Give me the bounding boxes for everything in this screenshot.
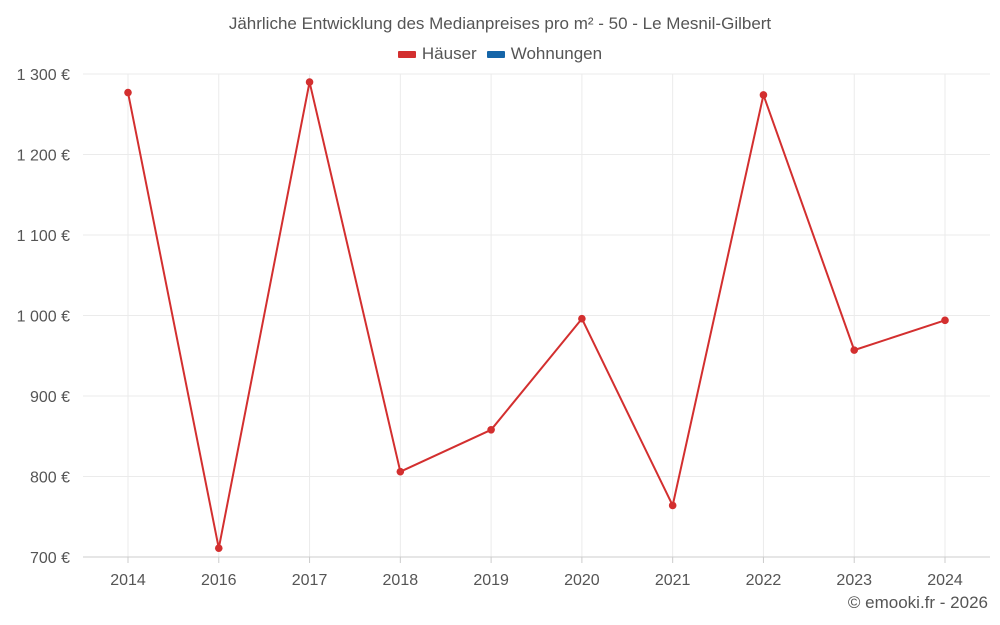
data-point: [305, 78, 314, 86]
chart-title: Jährliche Entwicklung des Medianpreises …: [228, 14, 772, 33]
x-tick-label: 2018: [383, 572, 419, 589]
x-tick-label: 2016: [201, 572, 237, 589]
copyright-text: © emooki.fr - 2026: [847, 593, 988, 612]
x-tick-label: 2017: [292, 572, 328, 589]
x-tick-label: 2024: [927, 572, 963, 589]
x-tick-label: 2019: [473, 572, 509, 589]
y-tick-label: 1 300 €: [17, 67, 70, 84]
series-haeuser: [124, 78, 949, 552]
legend-item-haeuser[interactable]: Häuser: [397, 44, 477, 64]
tick-labels: 700 € 800 € 900 € 1 000 € 1 100 € 1 200 € 1 30…: [17, 67, 963, 589]
x-tick-label: 2023: [836, 572, 872, 589]
y-tick-label: 1 200 €: [17, 148, 70, 165]
data-point: [668, 501, 677, 510]
data-point: [214, 544, 223, 552]
data-point: [850, 346, 859, 354]
axes: [83, 556, 990, 563]
data-point: [941, 316, 949, 325]
y-tick-label: 1 100 €: [17, 228, 70, 245]
series-line: [127, 81, 946, 550]
y-tick-label: 800 €: [30, 470, 70, 487]
legend-item-wohnungen[interactable]: Wohnungen: [486, 44, 603, 64]
legend-label-wohnungen: Wohnungen: [510, 44, 603, 63]
data-point: [578, 314, 586, 323]
x-tick-label: 2020: [564, 572, 600, 589]
data-point: [124, 88, 132, 97]
y-tick-label: 1 000 €: [17, 309, 70, 326]
x-tick-label: 2014: [110, 572, 146, 589]
data-point: [487, 426, 495, 434]
y-tick-label: 900 €: [30, 389, 70, 406]
x-tick-label: 2022: [746, 572, 782, 589]
data-point: [396, 467, 405, 476]
y-tick-label: 700 €: [30, 550, 70, 567]
legend: Häuser Wohnungen: [0, 44, 1000, 64]
data-point: [759, 91, 768, 99]
legend-swatch-wohnungen: [486, 50, 505, 58]
legend-label-haeuser: Häuser: [421, 44, 477, 63]
grid-lines: [83, 73, 990, 557]
legend-swatch-haeuser: [397, 50, 416, 58]
x-tick-label: 2021: [655, 572, 691, 589]
